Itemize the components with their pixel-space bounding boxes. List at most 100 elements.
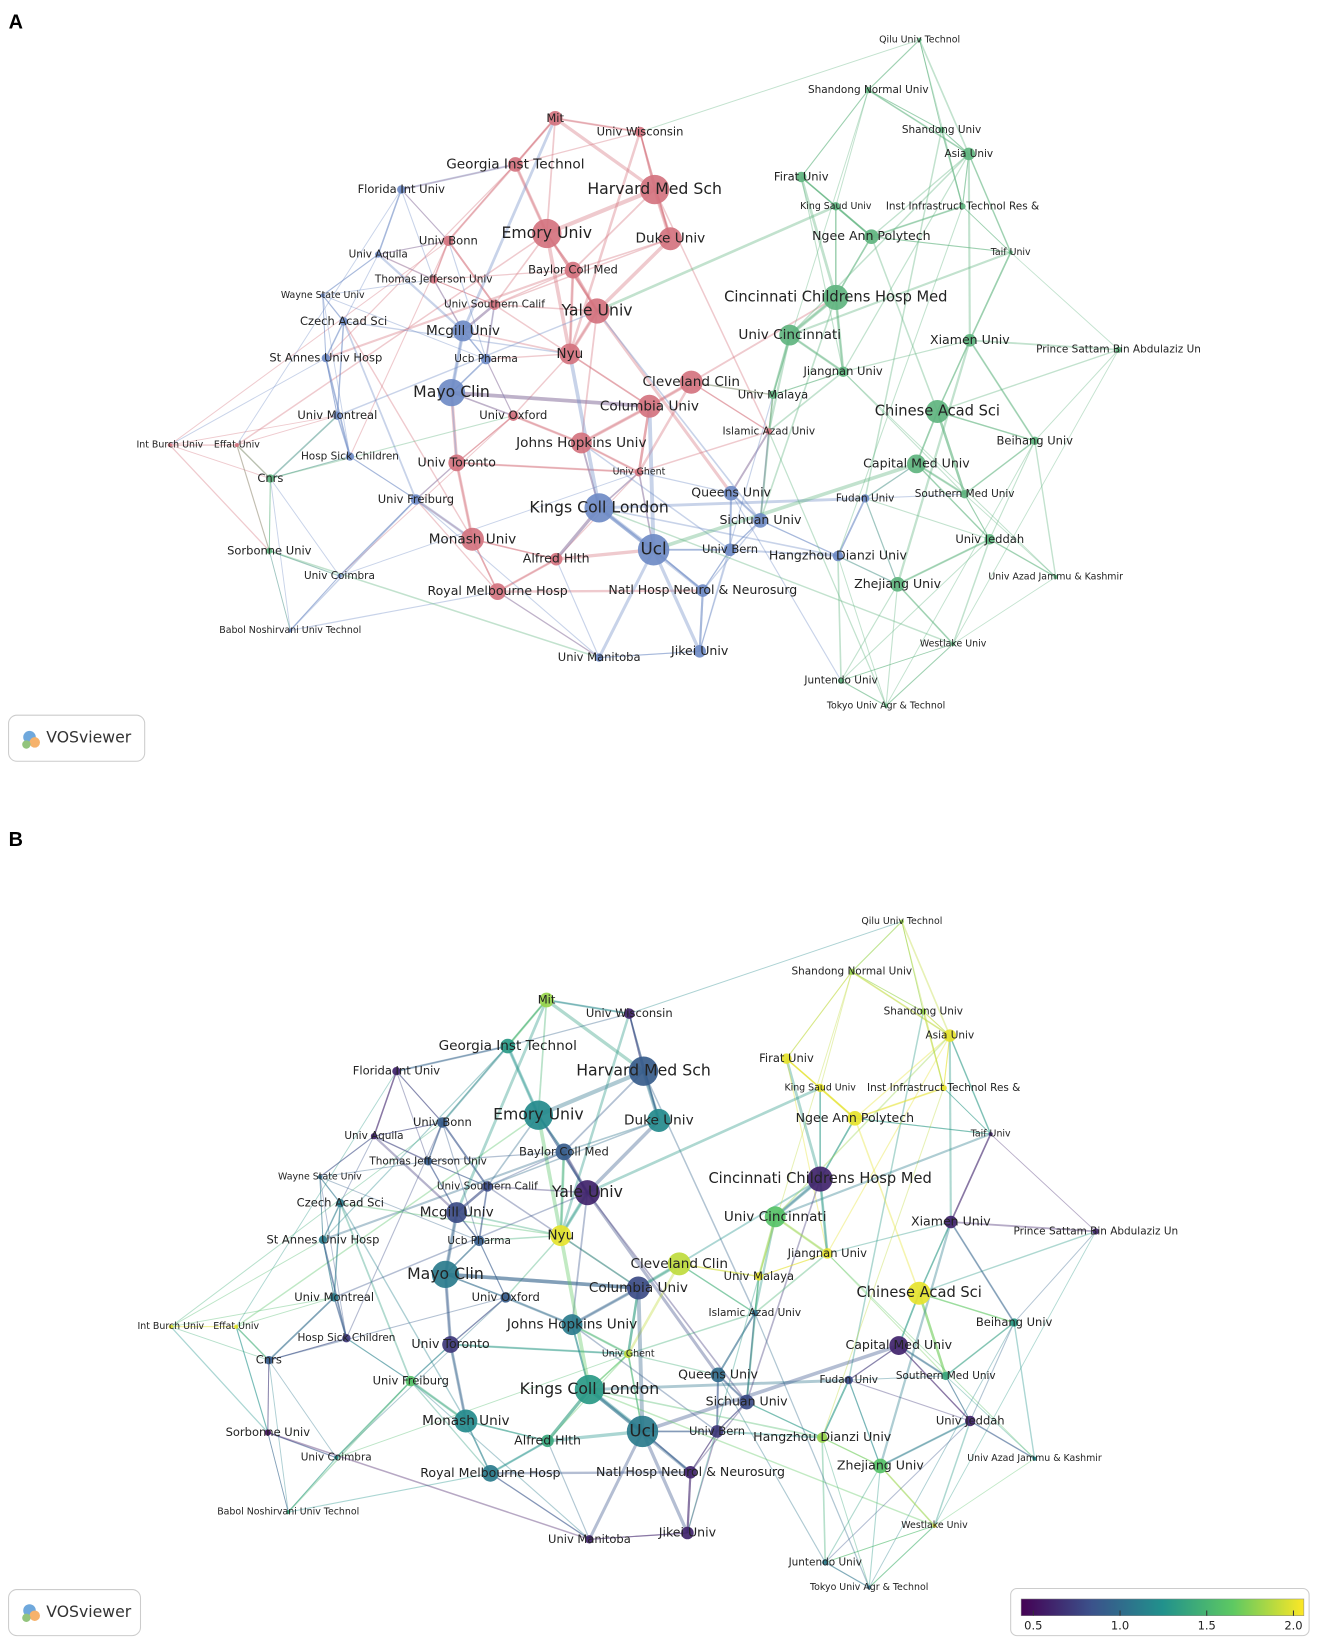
node xyxy=(337,573,342,579)
edge xyxy=(325,358,338,416)
edge xyxy=(447,240,487,360)
node-label: Fudan Univ xyxy=(819,1374,878,1386)
node-label: Mcgill Univ xyxy=(420,1205,494,1221)
node xyxy=(473,1235,485,1247)
edge xyxy=(377,253,464,332)
node-label: Southern Med Univ xyxy=(915,488,1015,500)
edge xyxy=(456,415,514,464)
edge xyxy=(746,1401,823,1439)
edge xyxy=(922,1011,945,1089)
node xyxy=(816,1432,828,1443)
edge xyxy=(325,321,345,359)
edge xyxy=(346,1337,412,1382)
edge xyxy=(339,1202,467,1422)
edge xyxy=(943,1035,951,1089)
edge xyxy=(410,1344,452,1382)
edge xyxy=(322,1202,342,1241)
edge xyxy=(969,1420,1035,1460)
node xyxy=(768,390,778,399)
node-label: Univ Aquila xyxy=(344,1130,403,1142)
node xyxy=(336,1198,345,1208)
edge xyxy=(917,1292,947,1377)
edge xyxy=(950,1221,1096,1233)
edge xyxy=(922,1011,945,1089)
node-label: Jiangnan Univ xyxy=(803,364,883,378)
edge xyxy=(335,1297,507,1458)
node-label: Univ Azad Jammu & Kashmir xyxy=(967,1453,1102,1464)
colorbar-tick-label: 0.5 xyxy=(1024,1619,1042,1633)
node xyxy=(940,1084,947,1092)
edge xyxy=(461,117,557,332)
edge xyxy=(170,1296,335,1328)
edge xyxy=(596,205,837,313)
node xyxy=(318,1235,328,1244)
edge xyxy=(864,129,943,499)
edge xyxy=(936,340,971,412)
node-label: Thomas Jefferson Univ xyxy=(374,274,493,286)
edge xyxy=(169,357,327,446)
edge xyxy=(689,1431,718,1473)
edge xyxy=(322,1045,509,1241)
edge xyxy=(572,237,671,271)
edge xyxy=(451,390,650,409)
edge xyxy=(487,1151,565,1187)
edge xyxy=(789,334,844,373)
edge xyxy=(537,999,548,1116)
node-label: Cleveland Clin xyxy=(631,1256,729,1272)
edge xyxy=(686,1472,692,1534)
node-label: Thomas Jefferson Univ xyxy=(368,1155,487,1167)
edge xyxy=(415,462,458,500)
edge xyxy=(267,1431,337,1459)
node-label: Asia Univ xyxy=(925,1030,974,1042)
node-label: Effat Univ xyxy=(214,440,260,451)
edge xyxy=(513,415,582,444)
edge xyxy=(897,538,991,585)
edge xyxy=(322,1239,348,1339)
node xyxy=(684,1465,697,1479)
edge xyxy=(868,89,942,131)
node-label: Nyu xyxy=(547,1228,574,1244)
edge xyxy=(989,440,1036,540)
node-label: Univ Toronto xyxy=(411,1336,489,1351)
edge xyxy=(269,415,338,480)
edge xyxy=(835,205,873,238)
node xyxy=(574,1374,605,1405)
node-label: Univ Coimbra xyxy=(304,570,375,582)
edge xyxy=(837,206,963,557)
node xyxy=(454,1409,478,1433)
edge xyxy=(728,493,733,550)
edge xyxy=(964,493,991,540)
node-label: Cnrs xyxy=(256,1353,282,1367)
edge xyxy=(679,1263,759,1278)
edge xyxy=(837,555,898,585)
node-label: Inst Infrastruct Technol Res & xyxy=(867,1082,1020,1094)
node xyxy=(397,185,406,194)
node xyxy=(658,227,682,251)
edge xyxy=(916,463,965,495)
edge xyxy=(333,1192,588,1299)
edge xyxy=(339,415,514,577)
edge xyxy=(487,1185,588,1194)
edge xyxy=(702,549,731,591)
edge xyxy=(879,1465,936,1527)
edge xyxy=(691,381,774,396)
node-label: Asia Univ xyxy=(944,148,993,160)
node-label: Ucl xyxy=(641,539,667,559)
edge xyxy=(322,295,327,359)
edge xyxy=(746,1313,756,1403)
edge xyxy=(950,1221,1015,1324)
edge xyxy=(268,550,291,631)
node-label: Sichuan Univ xyxy=(706,1394,789,1409)
edge xyxy=(880,1420,971,1467)
edge xyxy=(555,558,600,658)
edge xyxy=(490,1471,691,1475)
edge xyxy=(333,1203,342,1298)
node xyxy=(917,37,922,42)
edge xyxy=(433,240,449,280)
node xyxy=(647,1108,671,1132)
edge xyxy=(826,1035,951,1254)
edge xyxy=(415,498,474,541)
edge xyxy=(455,462,474,540)
edge xyxy=(288,1472,491,1513)
node xyxy=(266,547,273,554)
